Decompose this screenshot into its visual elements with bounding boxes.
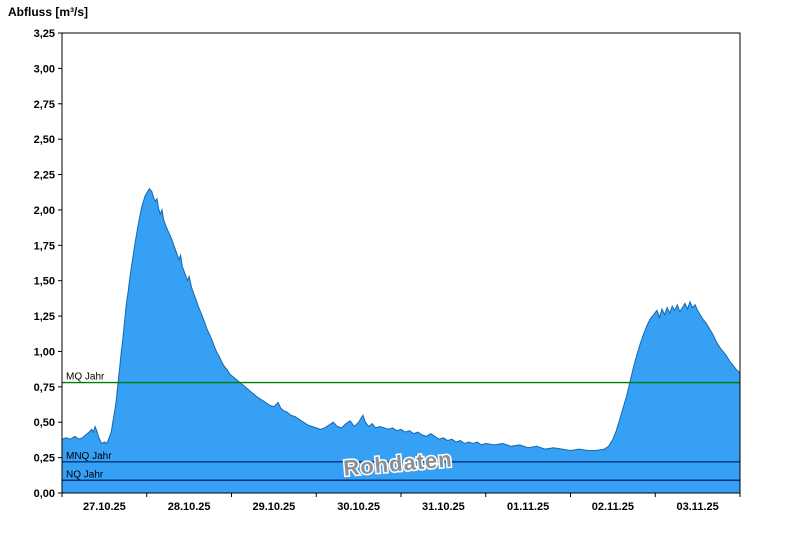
x-tick-label: 27.10.25 xyxy=(83,501,126,513)
y-tick-label: 0,50 xyxy=(34,417,55,429)
x-tick-label: 02.11.25 xyxy=(592,501,634,513)
y-tick-label: 3,25 xyxy=(34,28,55,40)
y-tick-label: 3,00 xyxy=(34,63,55,75)
y-tick-label: 0,25 xyxy=(34,453,55,465)
refline-label-mq-jahr: MQ Jahr xyxy=(66,372,105,383)
y-tick-label: 2,50 xyxy=(34,134,55,146)
x-tick-label: 01.11.25 xyxy=(507,501,549,513)
reference-lines: MQ Jahr MNQ Jahr NQ Jahr xyxy=(62,372,740,481)
x-tick-label: 30.10.25 xyxy=(337,501,380,513)
y-tick-label: 1,50 xyxy=(34,276,55,288)
y-tick-label: 0,75 xyxy=(34,382,55,394)
y-tick-label: 2,75 xyxy=(34,99,55,111)
y-tick-label: 1,00 xyxy=(34,346,55,358)
x-tick-label: 31.10.25 xyxy=(422,501,465,513)
refline-label-nq-jahr: NQ Jahr xyxy=(66,469,104,480)
x-tick-label: 29.10.25 xyxy=(252,501,295,513)
y-tick-label: 1,25 xyxy=(34,311,55,323)
x-tick-label: 03.11.25 xyxy=(677,501,719,513)
y-tick-label: 2,00 xyxy=(34,205,55,217)
chart-title: Abfluss [m³/s] xyxy=(8,5,89,19)
discharge-area-series xyxy=(61,187,741,494)
y-tick-label: 0,00 xyxy=(34,488,55,500)
refline-label-mnq-jahr: MNQ Jahr xyxy=(66,451,112,462)
x-tick-label: 28.10.25 xyxy=(168,501,211,513)
discharge-area xyxy=(61,187,741,494)
y-tick-label: 2,25 xyxy=(34,170,55,182)
axes: 0,00 0,25 0,50 0,75 1,00 1,25 1,50 1,75 2,00 2,25… xyxy=(34,28,741,513)
y-tick-label: 1,75 xyxy=(34,240,55,252)
